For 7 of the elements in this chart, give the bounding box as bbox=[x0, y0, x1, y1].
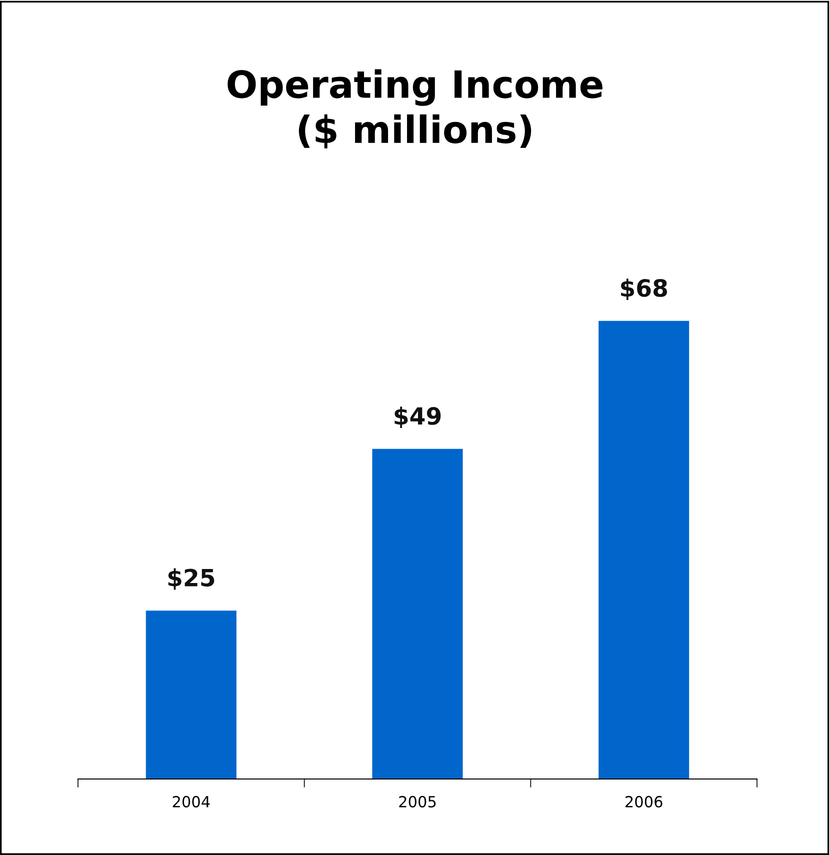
data-label: $68 bbox=[621, 278, 668, 300]
x-tick-label: 2004 bbox=[172, 796, 210, 808]
data-label: $25 bbox=[168, 568, 214, 590]
x-tick-label: 2006 bbox=[626, 796, 662, 808]
x-tick-label: 2005 bbox=[399, 796, 436, 808]
chart-title: Operating Income ($ millions) bbox=[228, 69, 602, 148]
data-label: $49 bbox=[394, 406, 441, 428]
